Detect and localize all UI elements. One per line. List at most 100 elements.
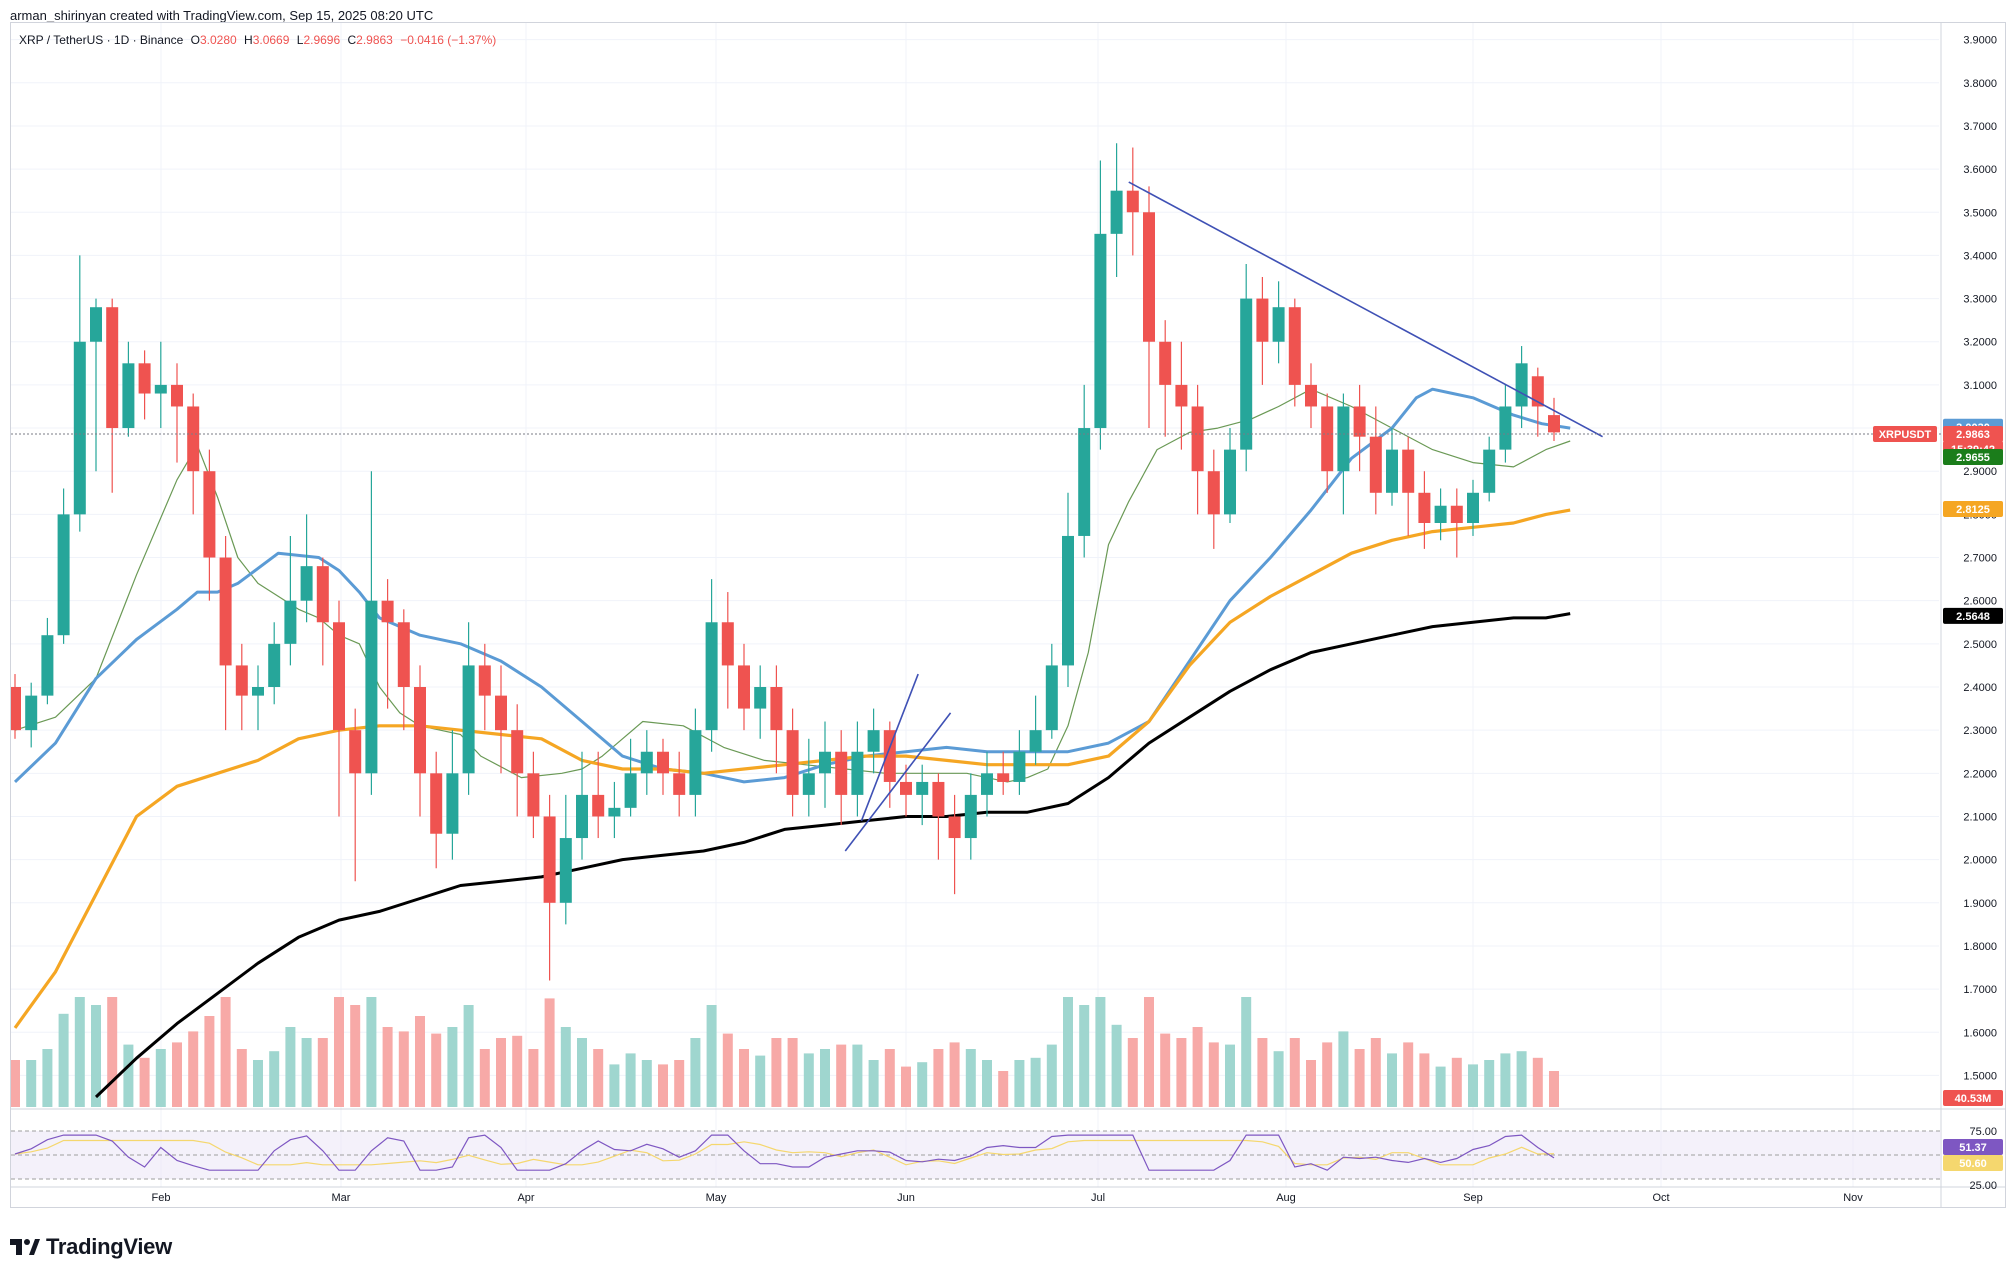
chart-frame[interactable]: 75.00 25.00 3.9000 3.8000 3.7000 3.6000 3.500… — [10, 22, 2006, 1208]
candle-body — [268, 643, 281, 687]
volume-bar — [366, 997, 377, 1107]
close-value: 2.9863 — [356, 33, 393, 47]
volume-bar — [1095, 997, 1106, 1107]
low-label: L — [297, 33, 304, 47]
candle-body — [478, 665, 491, 696]
volume-bar — [674, 1060, 685, 1107]
candle-body — [41, 635, 54, 696]
volume-bar — [1516, 1051, 1527, 1107]
volume-bar — [155, 1049, 166, 1107]
candle-body — [1434, 505, 1447, 523]
rsi-tick-label: 75.00 — [1969, 1126, 1997, 1138]
candle-body — [1288, 307, 1301, 385]
high-value: 3.0669 — [253, 33, 290, 47]
candle-body — [624, 773, 637, 808]
volume-bar — [1063, 997, 1073, 1107]
rsi-ma-line — [14, 1139, 1555, 1166]
volume-bar — [1241, 997, 1252, 1107]
volume-bar — [933, 1049, 944, 1107]
open-value: 3.0280 — [200, 33, 237, 47]
volume-bar — [1046, 1044, 1057, 1107]
price-tick-label: 3.9000 — [1963, 35, 1997, 47]
price-tag-bg — [1943, 448, 2003, 465]
volume-bar — [820, 1049, 830, 1107]
price-tick-label: 3.8000 — [1963, 78, 1997, 90]
price-tags: 3.0030XRPUSDT2.986315:39:422.96552.81252… — [1873, 418, 2003, 1171]
volume-bar — [884, 1049, 895, 1107]
candle-body — [1402, 449, 1415, 493]
candle-body — [1224, 449, 1236, 515]
volume-bar — [1370, 1038, 1381, 1107]
candle-body — [932, 781, 945, 817]
volume-bar — [641, 1060, 652, 1107]
price-tick-label: 1.9000 — [1963, 898, 1997, 910]
volume-bar — [512, 1035, 523, 1107]
volume-bar — [301, 1038, 312, 1107]
volume-bar — [739, 1049, 749, 1107]
candle-body — [73, 341, 86, 515]
candle-body — [543, 816, 556, 903]
candle-body — [1369, 436, 1382, 493]
candle-body — [1062, 535, 1074, 666]
candle-body — [1499, 406, 1512, 450]
rsi-tick-label: 25.00 — [1969, 1180, 1997, 1192]
symbol-name: XRP / TetherUS · 1D · Binance — [19, 33, 184, 47]
volume-bar — [317, 1038, 328, 1107]
price-axis[interactable]: 3.9000 3.8000 3.7000 3.6000 3.5000 3.4000 3.30… — [1963, 35, 1997, 1083]
price-tick-label: 3.1000 — [1963, 380, 1997, 392]
symbol-price-tag-bg — [1873, 425, 1937, 442]
volume-bar — [528, 1049, 539, 1107]
candle-body — [819, 751, 831, 774]
high-label: H — [244, 33, 253, 47]
volume-bar — [334, 997, 344, 1107]
volume-bar — [1500, 1053, 1511, 1107]
ma-line-ma50 — [13, 387, 1571, 784]
volume-bar — [1079, 1005, 1090, 1107]
change-value: −0.0416 (−1.37%) — [400, 33, 496, 47]
candle-body — [1515, 363, 1528, 407]
price-tag-bg — [1943, 607, 2003, 624]
candle-body — [770, 687, 783, 731]
candle-body — [11, 687, 21, 731]
volume-bar — [1532, 1057, 1543, 1107]
volume-bar — [1419, 1053, 1430, 1107]
time-tick-label: Apr — [517, 1192, 534, 1204]
time-axis[interactable]: Feb Mar Apr May Jun Jul Aug Sep Oct Nov — [152, 1192, 1864, 1204]
price-tag-bg — [1943, 500, 2003, 517]
price-tick-label: 1.8000 — [1963, 941, 1997, 953]
volume-bar — [1289, 1038, 1300, 1107]
candle-body — [964, 794, 977, 839]
candle-body — [576, 794, 588, 839]
volume-bar — [593, 1049, 604, 1107]
volume-bar — [431, 1033, 442, 1107]
volume-bar — [1468, 1064, 1478, 1107]
candle-body — [1531, 376, 1544, 407]
candle-body — [1467, 492, 1479, 523]
price-tick-label: 2.7000 — [1963, 553, 1997, 565]
grid-lines — [11, 23, 2005, 1207]
time-tick-label: Mar — [332, 1192, 351, 1204]
price-tick-label: 3.6000 — [1963, 164, 1997, 176]
volume-bar — [544, 998, 555, 1107]
volume-bar — [1322, 1042, 1333, 1107]
time-tick-label: Sep — [1463, 1192, 1483, 1204]
price-chart[interactable]: 75.00 25.00 3.9000 3.8000 3.7000 3.6000 3.500… — [11, 23, 2005, 1207]
candle-body — [981, 773, 993, 795]
price-tick-label: 2.5000 — [1963, 639, 1997, 651]
price-tick-label: 2.1000 — [1963, 811, 1997, 823]
trendlines[interactable] — [844, 181, 1603, 852]
volume-bar — [1208, 1042, 1219, 1107]
volume-bar — [1014, 1060, 1025, 1107]
candle-body — [511, 730, 524, 774]
volume-bar — [1273, 1051, 1284, 1107]
tradingview-logo[interactable]: TradingView — [10, 1233, 172, 1261]
candle-body — [916, 781, 929, 795]
candle-body — [559, 838, 572, 903]
candle-body — [284, 600, 297, 644]
volume-bar — [1338, 1031, 1349, 1107]
candle-body — [689, 730, 702, 795]
candle-body — [1045, 665, 1058, 731]
candle-body — [673, 773, 686, 795]
price-tick-label: 2.4000 — [1963, 682, 1997, 694]
price-tag: 2.9655 — [1956, 452, 1990, 464]
